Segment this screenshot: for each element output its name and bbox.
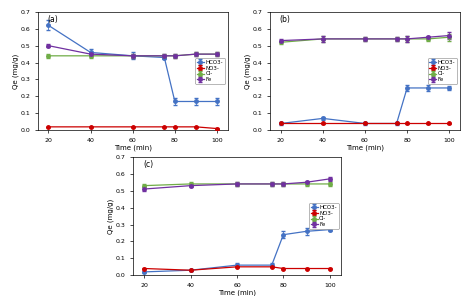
Text: (c): (c) [143,160,153,169]
Text: (b): (b) [280,15,291,24]
X-axis label: Time (min): Time (min) [218,289,256,296]
Legend: HCO3-, NO3-, Cl-, Fe: HCO3-, NO3-, Cl-, Fe [428,58,457,84]
Text: (a): (a) [47,15,58,24]
X-axis label: Time (min): Time (min) [346,144,384,151]
Y-axis label: Qe (mg/g): Qe (mg/g) [12,53,19,89]
Y-axis label: Qe (mg/g): Qe (mg/g) [245,53,251,89]
Y-axis label: Qe (mg/g): Qe (mg/g) [107,198,114,234]
Legend: HCO3-, NO3-, Cl-, Fe: HCO3-, NO3-, Cl-, Fe [195,58,225,84]
Legend: HCO3-, NO3-, Cl-, Fe: HCO3-, NO3-, Cl-, Fe [309,203,338,229]
X-axis label: Time (min): Time (min) [114,144,152,151]
